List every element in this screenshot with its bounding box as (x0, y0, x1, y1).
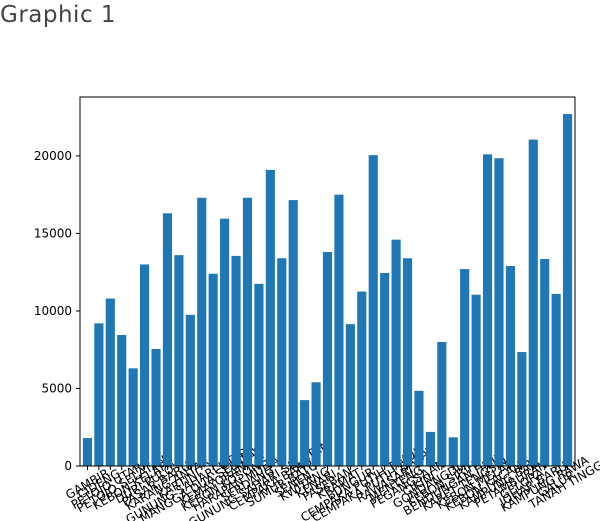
bar (505, 265, 515, 466)
bar (380, 272, 390, 466)
bar (140, 264, 150, 466)
bar (220, 218, 230, 466)
bar (368, 155, 378, 467)
page-title: Graphic 1 (0, 2, 117, 28)
bar (460, 269, 470, 466)
bar (357, 291, 367, 466)
bar (151, 348, 161, 466)
bar (105, 298, 115, 466)
bar (425, 431, 435, 466)
bar (254, 283, 264, 466)
bar (197, 197, 207, 466)
bar (231, 255, 241, 466)
bar (174, 255, 184, 466)
bar (208, 273, 218, 466)
bar (494, 158, 504, 467)
bar (345, 324, 355, 466)
bar (128, 368, 138, 466)
bar (311, 382, 321, 466)
y-tick-label: 10000 (34, 304, 72, 318)
bar (562, 114, 573, 466)
bar (391, 239, 401, 466)
bar (414, 390, 424, 466)
bar (322, 252, 333, 466)
bar (334, 194, 344, 467)
bar (528, 139, 538, 467)
bar (288, 200, 298, 466)
bar (117, 334, 127, 466)
bar (185, 314, 195, 466)
bar (517, 352, 527, 466)
bar (402, 258, 413, 466)
bar (82, 438, 93, 466)
bar (448, 437, 458, 466)
y-tick-label: 15000 (34, 226, 72, 240)
bar (471, 294, 481, 466)
bar (162, 213, 173, 466)
bar (94, 323, 104, 466)
bar (437, 341, 447, 466)
y-tick-label: 0 (64, 459, 72, 473)
axes-frame (79, 96, 576, 467)
bar (265, 169, 275, 466)
bar (482, 154, 493, 466)
bar (300, 400, 310, 466)
bar (551, 293, 561, 466)
bar (540, 259, 550, 466)
bar (242, 197, 253, 466)
y-tick-label: 20000 (34, 149, 72, 163)
y-tick-label: 5000 (41, 381, 72, 395)
bar (277, 258, 287, 466)
